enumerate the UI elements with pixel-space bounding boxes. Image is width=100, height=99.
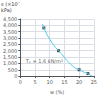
svg-text:15: 15 <box>61 79 67 85</box>
svg-text:w (%): w (%) <box>50 89 64 95</box>
svg-text:3,500: 3,500 <box>3 29 17 35</box>
svg-text:20: 20 <box>76 79 82 85</box>
svg-text:0: 0 <box>14 73 17 79</box>
svg-text:s (×10´: s (×10´ <box>1 1 21 7</box>
svg-text:4,500: 4,500 <box>3 16 17 22</box>
svg-text:kPa): kPa) <box>1 7 12 13</box>
svg-text:25: 25 <box>91 79 97 85</box>
svg-text:10: 10 <box>47 79 53 85</box>
svg-text:Tₚ = 1.6 kN/m²: Tₚ = 1.6 kN/m² <box>25 58 63 64</box>
svg-text:500: 500 <box>8 67 18 73</box>
svg-text:1,000: 1,000 <box>3 60 17 66</box>
svg-text:2,000: 2,000 <box>3 48 17 54</box>
svg-text:4,000: 4,000 <box>3 22 17 28</box>
svg-text:1,500: 1,500 <box>3 54 17 60</box>
svg-text:3,000: 3,000 <box>3 35 17 41</box>
svg-text:2,500: 2,500 <box>3 41 17 47</box>
svg-text:0: 0 <box>19 79 22 85</box>
svg-text:5: 5 <box>33 79 36 85</box>
